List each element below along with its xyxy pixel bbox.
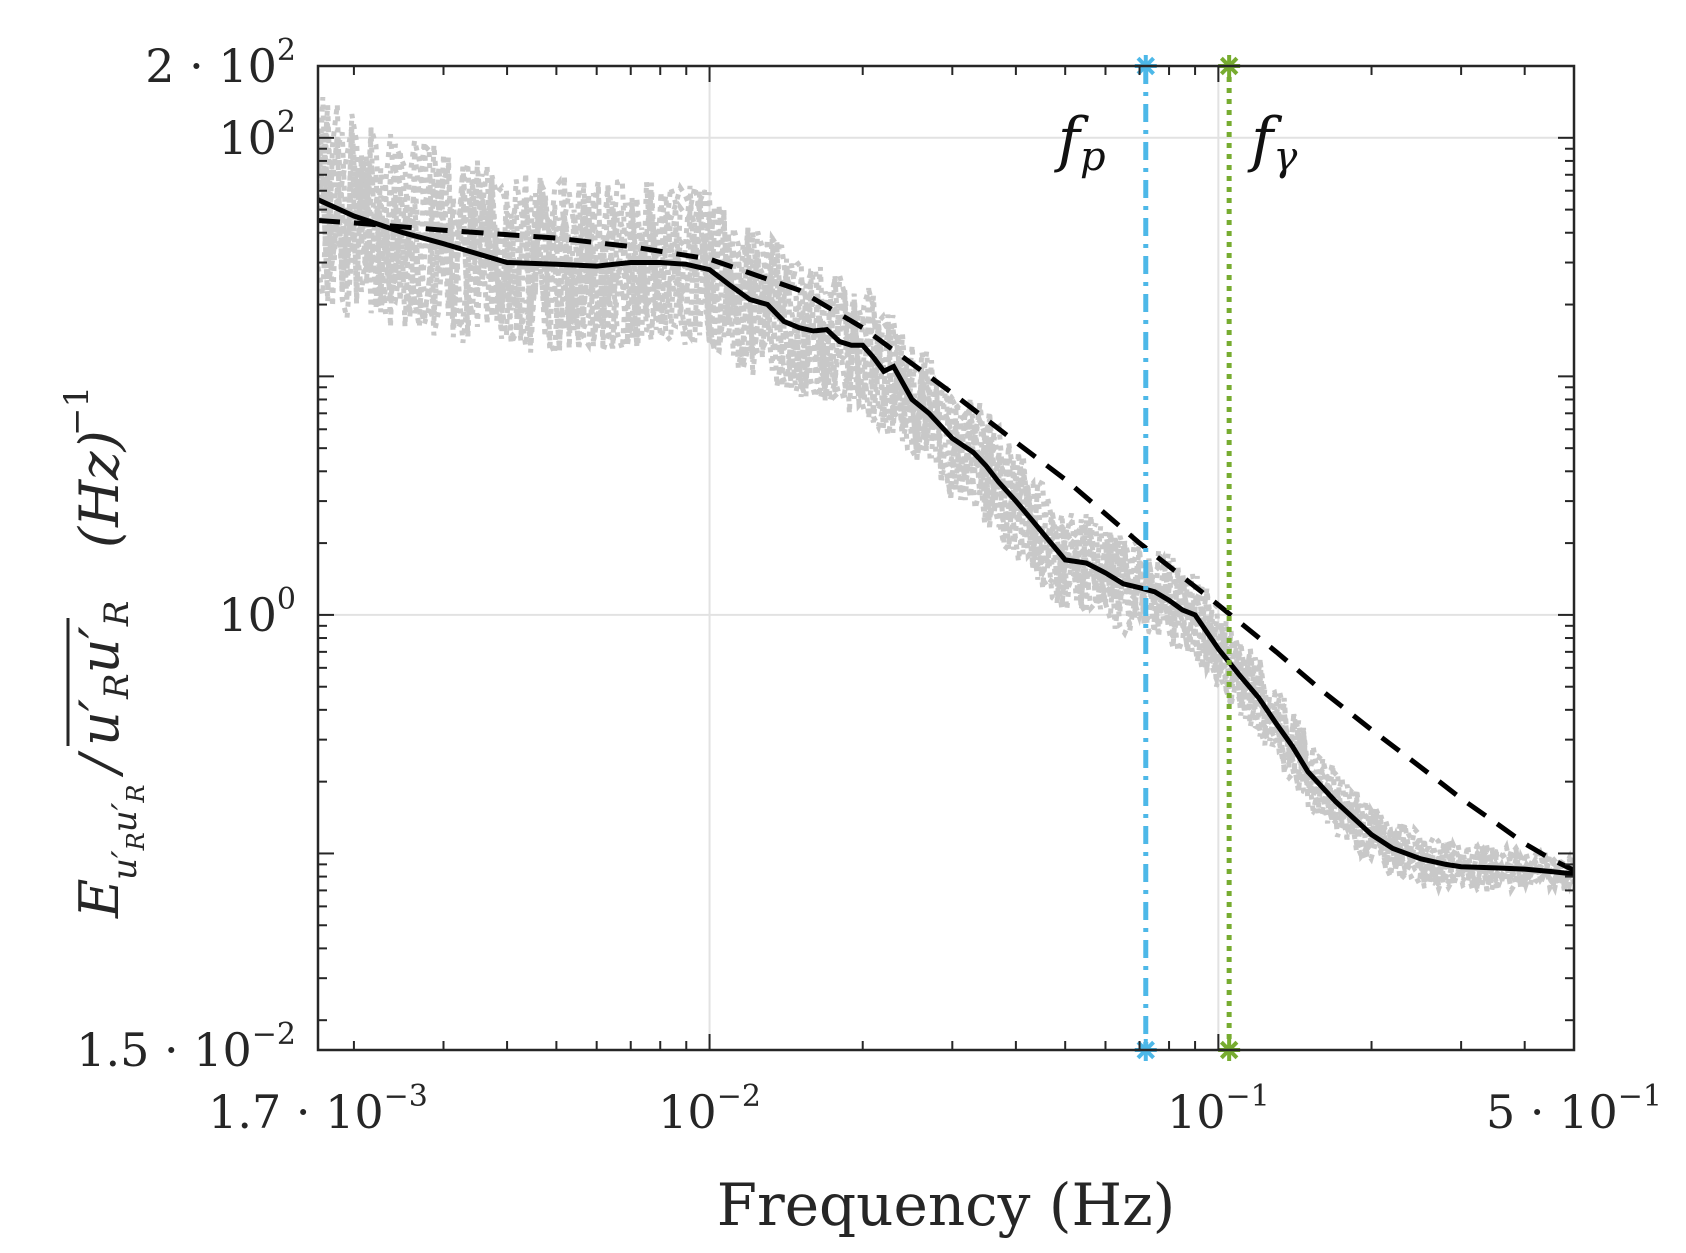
x-tick-label: 5 · 10−1 (1486, 1079, 1662, 1139)
y-axis-title-norm: u′Ru′R (68, 601, 137, 746)
y-axis-title: E u′Ru′R / u′Ru′R (Hz) −1 (57, 386, 150, 919)
y-axis-title-slash: / (68, 750, 131, 778)
x-axis-title: Frequency (Hz) (717, 1171, 1176, 1239)
model-fit-line (318, 218, 1574, 873)
gray-spectrum-line (318, 96, 1574, 896)
gray-spectrum-line (318, 113, 1574, 896)
y-tick-label: 102 (218, 105, 296, 165)
y-tick-label: 1.5 · 10−2 (76, 1017, 296, 1077)
plot-frame (316, 64, 1576, 1052)
y-axis-title-sub: u′Ru′R (105, 785, 150, 880)
series-layer (318, 197, 1574, 877)
x-tick-label: 10−1 (1167, 1079, 1270, 1139)
gray-spectrum-line (318, 135, 1574, 895)
y-axis-title-exp: −1 (57, 386, 97, 436)
y-tick-label: 100 (218, 582, 296, 642)
x-tick-label: 10−2 (658, 1079, 761, 1139)
y-tick-label: 2 · 102 (145, 33, 296, 93)
gray-spectrum-line (318, 127, 1574, 894)
y-axis-title-units: (Hz) (68, 430, 131, 548)
y-axis-title-E: E (68, 879, 131, 919)
x-tick-label: 1.7 · 10−3 (208, 1079, 428, 1139)
mean-spectrum-line (318, 197, 1574, 877)
gray-spectrum-line (318, 128, 1574, 898)
gray-spectrum-line (318, 121, 1574, 894)
ticks (318, 65, 1575, 1050)
tick-labels: 1.7 · 10−3 10−2 10−1 5 · 10−1 1.5 · 10−2 100 1… (76, 33, 1662, 1139)
